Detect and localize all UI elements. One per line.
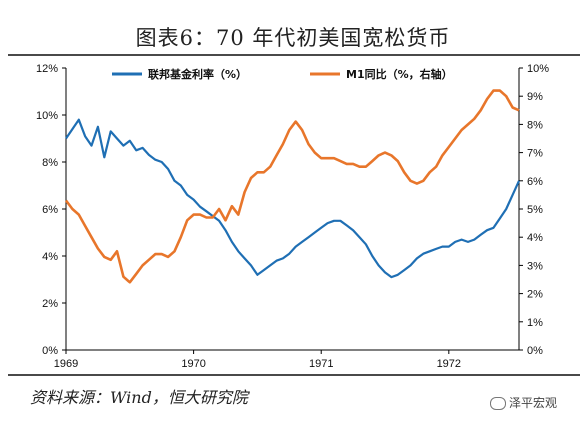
x-tick-label: 1970 bbox=[181, 358, 205, 370]
right-tick-label: 1% bbox=[527, 317, 543, 329]
title-divider bbox=[8, 54, 580, 56]
left-tick-label: 8% bbox=[42, 157, 58, 169]
fed-funds-rate-line bbox=[65, 118, 521, 279]
chart-legend: 联邦基金利率（%） M1同比（%，右轴） bbox=[112, 67, 453, 81]
chart-series bbox=[64, 89, 521, 284]
bottom-divider bbox=[8, 374, 580, 376]
watermark-text: 泽平宏观 bbox=[509, 396, 558, 410]
legend-label: 联邦基金利率（%） bbox=[148, 67, 247, 81]
right-tick-label: 4% bbox=[527, 232, 543, 244]
right-tick-label: 7% bbox=[527, 148, 543, 160]
source-note: 资料来源：Wind，恒大研究院 bbox=[30, 388, 248, 407]
x-tick-label: 1969 bbox=[54, 358, 78, 370]
right-tick-label: 3% bbox=[527, 260, 543, 272]
right-tick-label: 6% bbox=[527, 176, 543, 188]
legend-label: M1同比（%，右轴） bbox=[346, 67, 453, 81]
left-tick-label: 6% bbox=[42, 204, 58, 216]
left-tick-label: 10% bbox=[36, 110, 58, 122]
left-tick-label: 0% bbox=[42, 345, 58, 357]
right-tick-label: 10% bbox=[527, 63, 549, 75]
x-tick-label: 1972 bbox=[437, 358, 461, 370]
left-tick-label: 4% bbox=[42, 251, 58, 263]
left-tick-label: 2% bbox=[42, 298, 58, 310]
m1-growth-line bbox=[64, 89, 520, 284]
wechat-icon bbox=[490, 397, 506, 410]
right-tick-label: 8% bbox=[527, 119, 543, 131]
right-tick-label: 5% bbox=[527, 204, 543, 216]
x-tick-label: 1971 bbox=[309, 358, 333, 370]
right-tick-label: 2% bbox=[527, 289, 543, 301]
right-tick-label: 9% bbox=[527, 91, 543, 103]
right-tick-label: 0% bbox=[527, 345, 543, 357]
watermark: 泽平宏观 bbox=[490, 394, 557, 411]
chart-axes: 0% 2% 4% 6% 8% 10% 12% 0% 1% 2% 3% 4% 5% 6% 7% 8% 9% 10% 1… bbox=[36, 63, 549, 370]
left-tick-label: 12% bbox=[36, 63, 58, 75]
chart-title: 图表6：70 年代初美国宽松货币 bbox=[135, 26, 451, 50]
